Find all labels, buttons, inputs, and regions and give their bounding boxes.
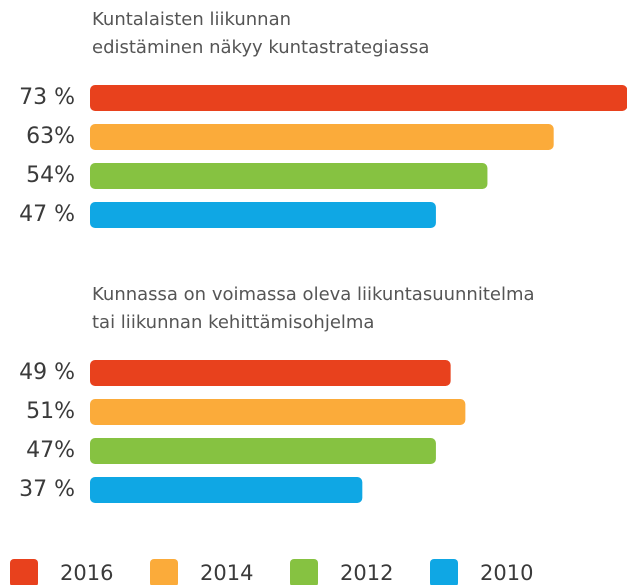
- bar: [90, 477, 363, 503]
- bar: [90, 202, 436, 228]
- bar: [90, 85, 627, 111]
- legend-label: 2016: [60, 561, 113, 585]
- legend-label: 2012: [340, 561, 393, 585]
- legend-label: 2014: [200, 561, 253, 585]
- value-label: 47%: [26, 438, 75, 463]
- bar: [90, 163, 488, 189]
- value-label: 37 %: [19, 477, 75, 502]
- group-title: edistäminen näkyy kuntastrategiassa: [92, 37, 429, 58]
- bar: [90, 360, 451, 386]
- group-title: tai liikunnan kehittämisohjelma: [92, 312, 374, 333]
- bar: [90, 124, 554, 150]
- bar: [90, 438, 436, 464]
- value-label: 54%: [26, 163, 75, 188]
- value-label: 49 %: [19, 360, 75, 385]
- value-label: 73 %: [19, 85, 75, 110]
- group-title: Kunnassa on voimassa oleva liikuntasuunn…: [92, 284, 535, 305]
- legend-swatch: [150, 559, 178, 585]
- value-label: 47 %: [19, 202, 75, 227]
- bar: [90, 399, 466, 425]
- legend-swatch: [10, 559, 38, 585]
- legend-swatch: [290, 559, 318, 585]
- legend-swatch: [430, 559, 458, 585]
- group-title: Kuntalaisten liikunnan: [92, 9, 291, 30]
- legend-label: 2010: [480, 561, 533, 585]
- value-label: 51%: [26, 399, 75, 424]
- value-label: 63%: [26, 124, 75, 149]
